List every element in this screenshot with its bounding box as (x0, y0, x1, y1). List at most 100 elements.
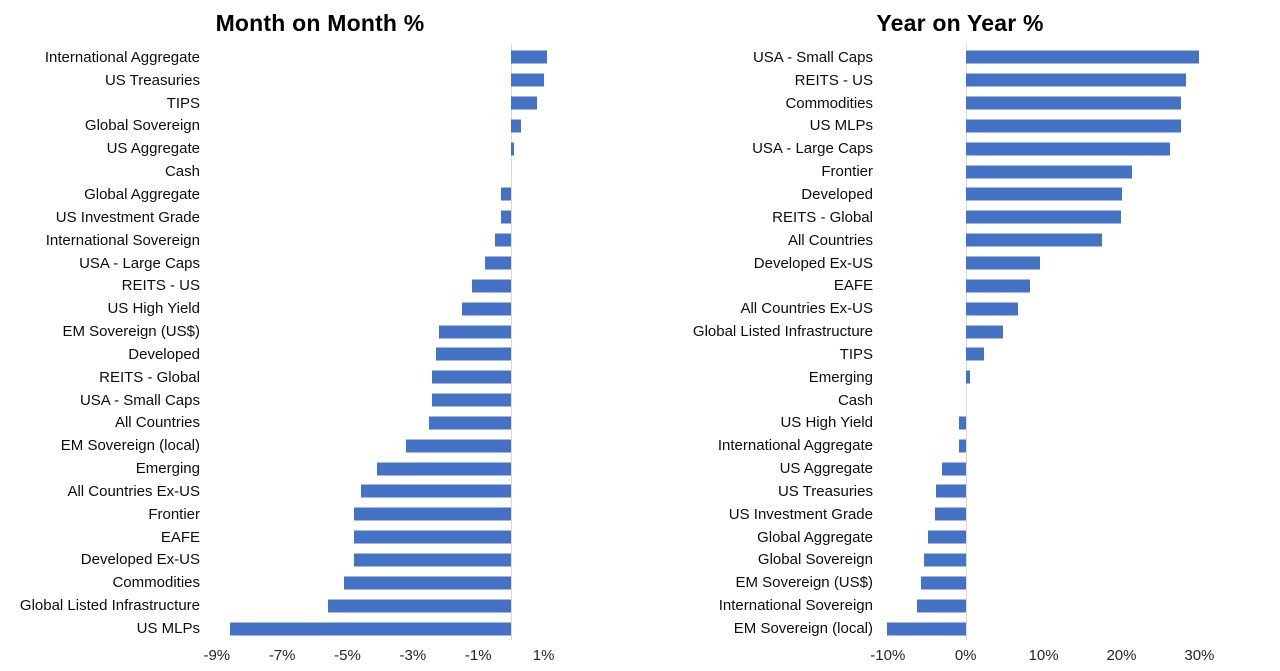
bar (439, 325, 511, 339)
category-label: US High Yield (107, 300, 200, 318)
chart-row: Global Aggregate (640, 526, 1280, 549)
chart-row: Emerging (640, 366, 1280, 389)
plot-area (207, 594, 573, 617)
plot-area (880, 549, 1243, 572)
category-label: Frontier (148, 505, 200, 523)
category-label: USA - Large Caps (752, 140, 873, 158)
chart-row: Frontier (0, 503, 640, 526)
bar (484, 256, 511, 270)
bar (965, 325, 1004, 339)
bar (435, 347, 511, 361)
plot-area (880, 480, 1243, 503)
category-label: US MLPs (136, 620, 200, 638)
axis-tick-label: -9% (203, 647, 231, 664)
chart-row: Cash (0, 160, 640, 183)
chart-row: International Sovereign (0, 229, 640, 252)
category-label: REITS - Global (772, 208, 873, 226)
chart-row: International Aggregate (0, 46, 640, 69)
bar (958, 439, 966, 453)
zero-axis-line (510, 44, 512, 640)
chart-row: US Investment Grade (0, 206, 640, 229)
category-label: Global Sovereign (757, 551, 873, 569)
chart-row: International Sovereign (640, 594, 1280, 617)
chart-row: US MLPs (640, 115, 1280, 138)
axis-tick-label: -5% (334, 647, 361, 664)
plot-area (207, 183, 573, 206)
bar (941, 462, 966, 476)
plot-area (207, 503, 573, 526)
plot-area (207, 92, 573, 115)
plot-area (880, 183, 1243, 206)
plot-area (880, 115, 1243, 138)
chart-row: USA - Large Caps (0, 252, 640, 275)
chart-row: TIPS (640, 343, 1280, 366)
plot-area (207, 206, 573, 229)
category-label: Cash (837, 391, 873, 409)
axis-tick-label: -10% (870, 647, 906, 664)
category-label: REITS - US (121, 277, 200, 295)
chart-row: REITS - Global (0, 366, 640, 389)
chart-title: Year on Year % (876, 10, 1044, 36)
plot-area (207, 229, 573, 252)
bar (936, 484, 966, 498)
chart-row: US Investment Grade (640, 503, 1280, 526)
plot-area (207, 457, 573, 480)
category-label: Developed (801, 185, 873, 203)
chart-row: Developed Ex-US (640, 252, 1280, 275)
category-label: USA - Large Caps (79, 254, 200, 272)
chart-row: All Countries (640, 229, 1280, 252)
plot-area (207, 343, 573, 366)
bar (959, 416, 966, 430)
chart-row: All Countries (0, 412, 640, 435)
bar (916, 599, 966, 613)
bar (965, 187, 1123, 201)
plot-area (880, 160, 1243, 183)
category-label: Developed Ex-US (80, 551, 200, 569)
axis-tick-label: -7% (268, 647, 296, 664)
chart-row: EM Sovereign (local) (640, 617, 1280, 640)
category-label: Global Aggregate (757, 528, 873, 546)
chart-row: Emerging (0, 457, 640, 480)
category-label: EAFE (160, 528, 200, 546)
bar (965, 370, 971, 384)
chart-row: US Aggregate (0, 137, 640, 160)
category-label: Frontier (821, 163, 873, 181)
category-label: International Sovereign (45, 231, 200, 249)
category-label: REITS - Global (99, 368, 200, 386)
chart-row: EM Sovereign (local) (0, 434, 640, 457)
bar (965, 302, 1018, 316)
category-label: All Countries Ex-US (67, 482, 200, 500)
category-label: All Countries Ex-US (740, 300, 873, 318)
chart-row: US Treasuries (0, 69, 640, 92)
bar (229, 622, 511, 636)
chart-row: EAFE (0, 526, 640, 549)
bar (965, 210, 1121, 224)
bar (354, 507, 511, 521)
bar (494, 233, 511, 247)
chart-row: Commodities (0, 571, 640, 594)
bar (510, 142, 515, 156)
chart-row: Developed (640, 183, 1280, 206)
chart-rows: USA - Small Caps REITS - US Commodities US … (640, 46, 1280, 640)
chart-row: EAFE (640, 274, 1280, 297)
chart-row: International Aggregate (640, 434, 1280, 457)
bar (965, 256, 1040, 270)
category-label: US Investment Grade (55, 208, 200, 226)
bar (432, 370, 511, 384)
plot-area (207, 320, 573, 343)
zero-axis-line (965, 44, 967, 640)
category-label: US Treasuries (777, 482, 873, 500)
bar (965, 50, 1200, 64)
bar (360, 484, 511, 498)
plot-area (880, 503, 1243, 526)
bar (406, 439, 511, 453)
plot-area (880, 412, 1243, 435)
bar (965, 142, 1170, 156)
bar (429, 416, 511, 430)
bar (923, 553, 966, 567)
x-axis: -9% -7% -5% -3% -1% 1% (0, 647, 640, 667)
chart-row: USA - Small Caps (640, 46, 1280, 69)
chart-row: USA - Large Caps (640, 137, 1280, 160)
plot-area (880, 366, 1243, 389)
